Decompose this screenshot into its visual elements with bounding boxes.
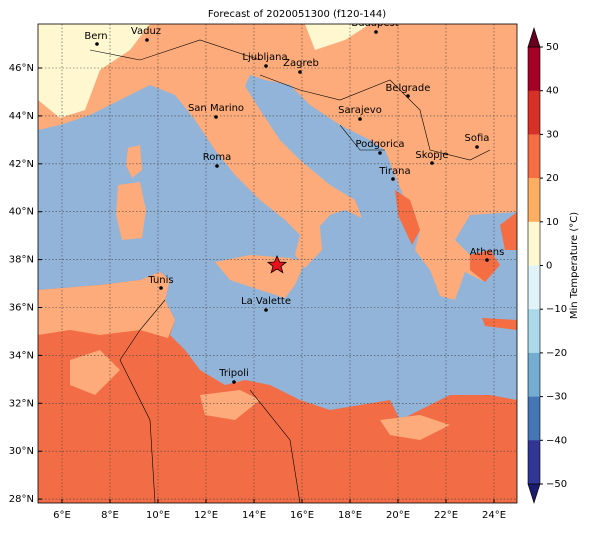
city-label: Belgrade: [386, 83, 431, 94]
crete: [482, 318, 517, 330]
africa-mild: [38, 272, 450, 440]
city-label: Sofia: [465, 133, 490, 144]
city-dot: [215, 164, 219, 168]
colorbar-segment: [528, 309, 540, 354]
lon-tick-label: 20°E: [386, 510, 410, 521]
colorbar-segment: [528, 178, 540, 223]
city-dot: [95, 42, 99, 46]
lon-tick-label: 12°E: [194, 510, 218, 521]
city-label: Tirana: [378, 166, 410, 177]
city-dot: [485, 258, 489, 262]
alps-cool: [38, 24, 370, 118]
city-dot: [264, 308, 268, 312]
city-label: Sarajevo: [338, 105, 382, 116]
colorbar-segment: [528, 90, 540, 135]
lat-tick-label: 44°N: [9, 111, 34, 122]
city-label: Podgorica: [355, 139, 404, 150]
lat-tick-label: 34°N: [9, 350, 34, 361]
sardinia: [116, 182, 146, 240]
city-label: Roma: [203, 152, 232, 163]
lon-tick-label: 16°E: [290, 510, 314, 521]
colorbar-tick-label: 0: [546, 261, 552, 272]
axes: 6°E 8°E 10°E 12°E 14°E 16°E 18°E 20°E 22°E 24°E 46…: [9, 63, 506, 521]
colorbar-segment: [528, 221, 540, 266]
city-dot: [406, 94, 410, 98]
sicily: [215, 255, 305, 298]
lat-tick-label: 32°N: [9, 398, 34, 409]
colorbar-segment: [528, 396, 540, 441]
colorbar-tick-label: 40: [546, 86, 559, 97]
europe-land: [38, 24, 517, 300]
city-label: La Valette: [241, 296, 291, 307]
city-dot: [374, 30, 378, 34]
city-dot: [298, 70, 302, 74]
colorbar-tick-label: −20: [546, 348, 567, 359]
lon-tick-label: 8°E: [101, 510, 119, 521]
lat-tick-label: 40°N: [9, 207, 34, 218]
lat-tick-label: 30°N: [9, 446, 34, 457]
lat-tick-label: 38°N: [9, 255, 34, 266]
city-label: Zagreb: [283, 58, 319, 69]
city-label: Athens: [470, 247, 505, 258]
lat-tick-label: 36°N: [9, 303, 34, 314]
city-dot: [145, 38, 149, 42]
colorbar-segment: [528, 47, 540, 91]
colorbar-segment: [528, 265, 540, 310]
corsica: [126, 145, 142, 178]
city-label: Vaduz: [131, 26, 161, 37]
colorbar-tick-label: −50: [546, 479, 567, 490]
lon-tick-label: 6°E: [53, 510, 71, 521]
colorbar: 50 40 30 20 10 0 −10 −20 −30 −40 −50 Min Temperatur…: [527, 27, 580, 504]
map-frame: [37, 23, 518, 504]
lon-tick-label: 10°E: [146, 510, 170, 521]
city-dot: [159, 286, 163, 290]
lon-tick-label: 22°E: [434, 510, 458, 521]
colorbar-extend-bottom: [527, 483, 541, 504]
colorbar-tick-label: 30: [546, 129, 559, 140]
city-label: Budapest: [351, 18, 398, 29]
colorbar-tick-label: −10: [546, 304, 567, 315]
city-label: Ljubljana: [242, 52, 287, 63]
colorbar-tick-label: −30: [546, 392, 567, 403]
colorbar-label: Min Temperature (°C): [569, 212, 580, 319]
colorbar-segment: [528, 352, 540, 397]
colorbar-tick-label: 50: [546, 42, 559, 53]
country-borders: [89, 39, 491, 503]
colorbar-segment: [528, 440, 540, 485]
colorbar-extend-top: [527, 27, 541, 48]
colorbar-tick-label: 10: [546, 217, 559, 228]
colorbar-tick-label: 20: [546, 173, 559, 184]
title: Forecast of 2020051300 (f120-144): [208, 9, 386, 20]
city-dot: [264, 64, 268, 68]
forecast-point-star: [266, 254, 288, 274]
city-dot: [358, 117, 362, 121]
city-label: Skopje: [415, 150, 448, 161]
city-label: Tunis: [147, 275, 173, 286]
lon-tick-label: 18°E: [338, 510, 362, 521]
graticule: [38, 24, 517, 503]
city-label: Tripoli: [218, 368, 249, 379]
lat-tick-label: 28°N: [9, 494, 34, 505]
city-dot: [232, 380, 236, 384]
city-label: Bern: [84, 31, 107, 42]
city-dot: [430, 161, 434, 165]
city-dot: [475, 145, 479, 149]
city-dot: [214, 115, 218, 119]
colorbar-tick-label: −40: [546, 435, 567, 446]
lon-tick-label: 14°E: [242, 510, 266, 521]
city-dot: [378, 151, 382, 155]
lat-tick-label: 42°N: [9, 159, 34, 170]
city-dot: [391, 177, 395, 181]
lon-tick-label: 24°E: [482, 510, 506, 521]
city-label: San Marino: [188, 103, 244, 114]
colorbar-segment: [528, 134, 540, 179]
lat-tick-label: 46°N: [9, 63, 34, 74]
